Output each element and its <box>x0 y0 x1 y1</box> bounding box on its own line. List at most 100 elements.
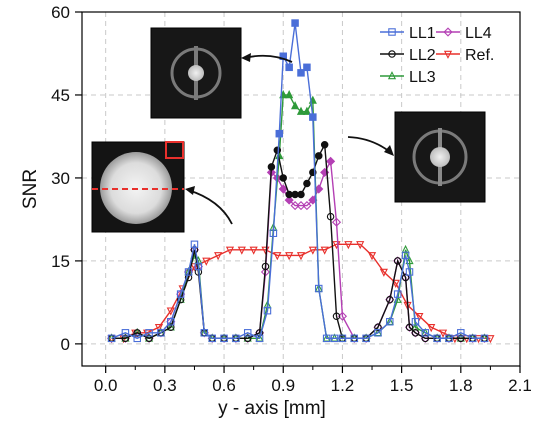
data-point <box>166 307 175 316</box>
x-tick-label: 0.0 <box>94 376 118 395</box>
data-point <box>308 246 317 255</box>
y-tick-label: 60 <box>51 3 70 22</box>
data-point <box>401 251 410 260</box>
data-point <box>386 295 394 304</box>
data-point <box>331 217 342 227</box>
data-point <box>190 240 199 249</box>
legend-item: LL3 <box>380 69 436 86</box>
data-point <box>322 334 331 343</box>
data-point <box>214 252 223 261</box>
series-layer <box>107 19 495 344</box>
y-tick-labels: 0 15 30 45 60 <box>51 3 70 354</box>
ll1-phantom-image <box>150 27 242 119</box>
data-point <box>243 329 252 337</box>
arrow-ll2-head <box>384 145 394 156</box>
data-point <box>263 306 272 315</box>
data-point <box>296 201 306 211</box>
data-point <box>315 284 323 293</box>
data-point <box>356 241 365 250</box>
data-point <box>285 63 293 72</box>
data-point <box>267 163 276 171</box>
data-point <box>303 179 311 188</box>
data-point <box>315 152 323 160</box>
data-point <box>273 146 282 155</box>
data-point <box>157 329 165 337</box>
series-ll1 <box>107 19 489 343</box>
data-point <box>190 263 199 272</box>
data-point <box>121 334 130 343</box>
data-point <box>386 317 394 326</box>
data-point <box>367 252 377 261</box>
data-point <box>457 329 465 337</box>
data-point <box>297 190 305 199</box>
data-point <box>284 195 294 205</box>
data-point <box>415 312 424 322</box>
data-point <box>480 334 489 343</box>
data-point <box>220 334 228 343</box>
data-point <box>302 201 312 211</box>
data-point <box>273 252 282 261</box>
y-axis-label: SNR <box>20 169 41 209</box>
legend-marker <box>443 27 453 37</box>
x-tick-label: 1.2 <box>331 376 355 395</box>
x-tick-label: 1.5 <box>390 376 414 395</box>
x-tick-labels: 0.0 0.3 0.6 0.9 1.2 1.5 1.8 2.1 <box>94 376 532 395</box>
y-tick-label: 45 <box>51 86 70 105</box>
data-point <box>275 129 284 138</box>
arrow-ll1-head <box>241 53 251 62</box>
data-point <box>279 174 287 182</box>
data-point <box>296 252 306 261</box>
x-tick-label: 0.9 <box>271 376 295 395</box>
data-point <box>320 246 329 255</box>
arrow-ref <box>187 189 233 225</box>
data-point <box>290 201 300 211</box>
ll2-phantom-image <box>394 111 486 203</box>
data-point <box>133 334 141 343</box>
legend-item: LL1 <box>380 25 436 42</box>
data-point <box>326 156 336 166</box>
data-point <box>232 334 240 343</box>
y-tick-label: 0 <box>61 335 70 354</box>
plot-frame <box>81 11 521 367</box>
arrow-ref-head <box>185 186 195 195</box>
data-point <box>374 329 382 337</box>
data-point <box>457 334 465 343</box>
data-point <box>468 334 477 343</box>
data-point <box>261 262 270 271</box>
data-point <box>269 229 278 238</box>
data-point <box>297 69 305 77</box>
data-point <box>145 329 153 337</box>
data-point <box>374 323 382 332</box>
y-tick-label: 15 <box>51 252 70 271</box>
legend-item: Ref. <box>436 47 494 64</box>
data-point <box>405 323 414 332</box>
data-point <box>486 335 495 344</box>
data-point <box>291 19 299 27</box>
data-point <box>285 252 294 261</box>
legend-label: LL2 <box>409 47 436 64</box>
data-point <box>243 334 252 343</box>
data-point <box>302 106 312 115</box>
data-point <box>184 268 193 276</box>
data-point <box>320 141 329 149</box>
data-point <box>278 184 288 194</box>
data-point <box>145 334 153 343</box>
axis-ticks <box>75 11 521 373</box>
data-point <box>107 334 116 343</box>
data-point <box>167 323 175 332</box>
legend-marker <box>388 50 396 58</box>
data-point <box>208 334 216 343</box>
data-point <box>309 113 317 121</box>
data-point <box>362 334 370 343</box>
x-tick-label: 0.3 <box>153 376 177 395</box>
legend-marker <box>387 71 397 80</box>
legend-label: LL3 <box>409 69 436 86</box>
data-point <box>176 290 185 298</box>
legend-marker <box>443 50 453 59</box>
legend-label: LL1 <box>409 25 436 42</box>
reference-phantom-image <box>91 141 185 233</box>
arrow-ll2 <box>347 136 391 153</box>
data-point <box>421 334 430 343</box>
data-point <box>405 255 414 265</box>
